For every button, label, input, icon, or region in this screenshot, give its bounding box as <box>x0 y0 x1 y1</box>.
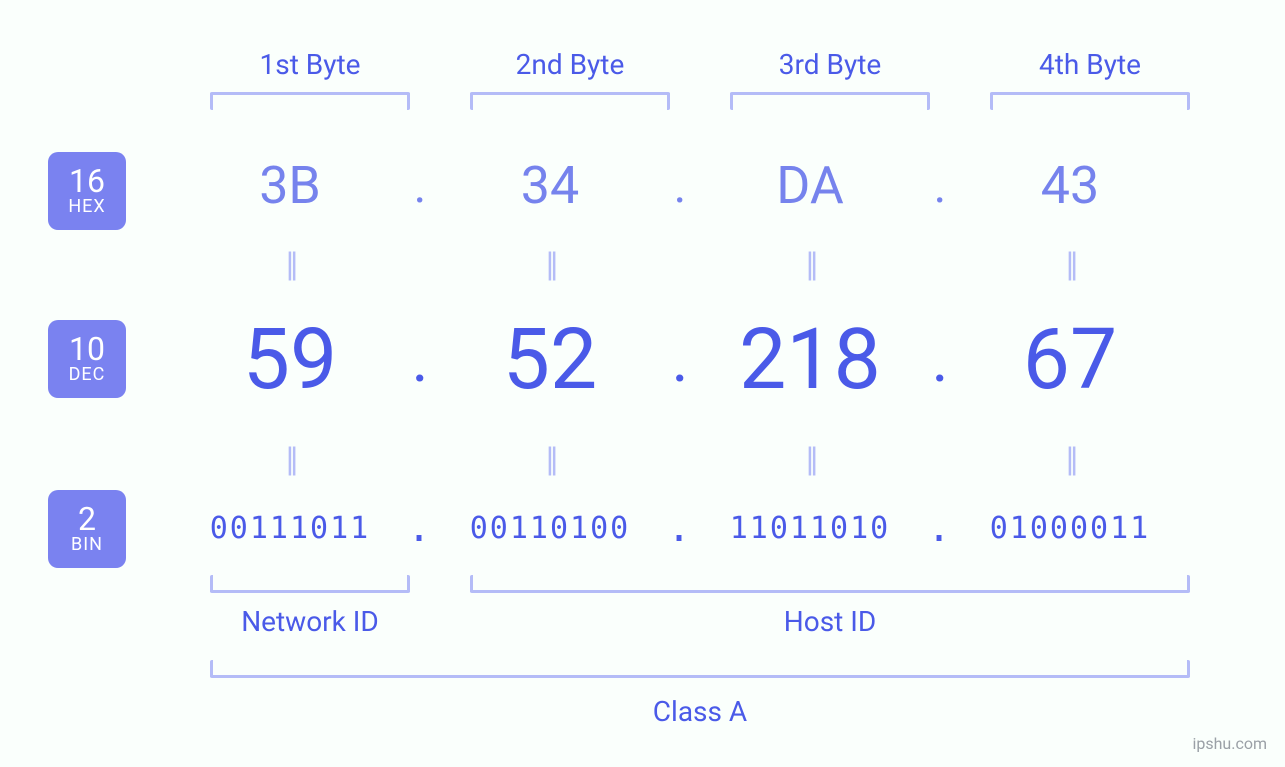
byte-header-4: 4th Byte <box>990 48 1190 81</box>
badge-bin: 2 BIN <box>48 490 126 568</box>
equals-icon: || <box>546 440 555 480</box>
badge-dec: 10 DEC <box>48 320 126 398</box>
dec-byte-3: 218 <box>739 310 881 409</box>
dot: . <box>412 322 429 397</box>
bracket-byte-3 <box>730 92 930 110</box>
label-host-id: Host ID <box>470 605 1190 638</box>
dot: . <box>407 505 433 551</box>
label-class: Class A <box>210 695 1190 728</box>
dec-byte-4: 67 <box>1023 310 1117 409</box>
dec-byte-1: 59 <box>243 310 337 409</box>
equals-icon: || <box>1066 245 1075 285</box>
bin-byte-3: 11011010 <box>730 511 891 546</box>
equals-icon: || <box>806 440 815 480</box>
badge-bin-base: 2 <box>78 503 96 537</box>
dec-row: 59 . 52 . 218 . 67 <box>190 310 1225 409</box>
equals-icon: || <box>806 245 815 285</box>
badge-dec-label: DEC <box>69 366 106 385</box>
dot: . <box>667 505 693 551</box>
badge-hex-label: HEX <box>68 198 105 217</box>
bracket-byte-1 <box>210 92 410 110</box>
dot: . <box>672 322 689 397</box>
equals-row-2: ||. ||. ||. || <box>190 440 1225 480</box>
bin-byte-4: 01000011 <box>990 511 1151 546</box>
ip-diagram: 1st Byte 2nd Byte 3rd Byte 4th Byte 16 H… <box>0 0 1285 767</box>
hex-row: 3B . 34 . DA . 43 <box>190 155 1225 216</box>
bracket-byte-4 <box>990 92 1190 110</box>
bracket-network-id <box>210 575 410 593</box>
badge-bin-label: BIN <box>71 536 103 555</box>
bin-byte-1: 00111011 <box>210 511 371 546</box>
dot: . <box>932 322 949 397</box>
badge-dec-base: 10 <box>69 333 105 367</box>
dot: . <box>674 157 687 214</box>
byte-header-1: 1st Byte <box>210 48 410 81</box>
hex-byte-1: 3B <box>259 155 321 216</box>
hex-byte-4: 43 <box>1041 155 1099 216</box>
dot: . <box>414 157 427 214</box>
label-network-id: Network ID <box>210 605 410 638</box>
dec-byte-2: 52 <box>503 310 597 409</box>
watermark: ipshu.com <box>1192 734 1267 753</box>
equals-icon: || <box>546 245 555 285</box>
badge-hex: 16 HEX <box>48 152 126 230</box>
equals-row-1: ||. ||. ||. || <box>190 245 1225 285</box>
badge-hex-base: 16 <box>69 165 105 199</box>
dot: . <box>934 157 947 214</box>
equals-icon: || <box>1066 440 1075 480</box>
hex-byte-2: 34 <box>521 155 579 216</box>
byte-header-2: 2nd Byte <box>470 48 670 81</box>
hex-byte-3: DA <box>776 155 844 216</box>
bracket-host-id <box>470 575 1190 593</box>
bracket-class <box>210 660 1190 678</box>
bracket-byte-2 <box>470 92 670 110</box>
bin-row: 00111011 . 00110100 . 11011010 . 0100001… <box>190 505 1225 551</box>
bin-byte-2: 00110100 <box>470 511 631 546</box>
byte-header-3: 3rd Byte <box>730 48 930 81</box>
dot: . <box>927 505 953 551</box>
equals-icon: || <box>286 245 295 285</box>
equals-icon: || <box>286 440 295 480</box>
